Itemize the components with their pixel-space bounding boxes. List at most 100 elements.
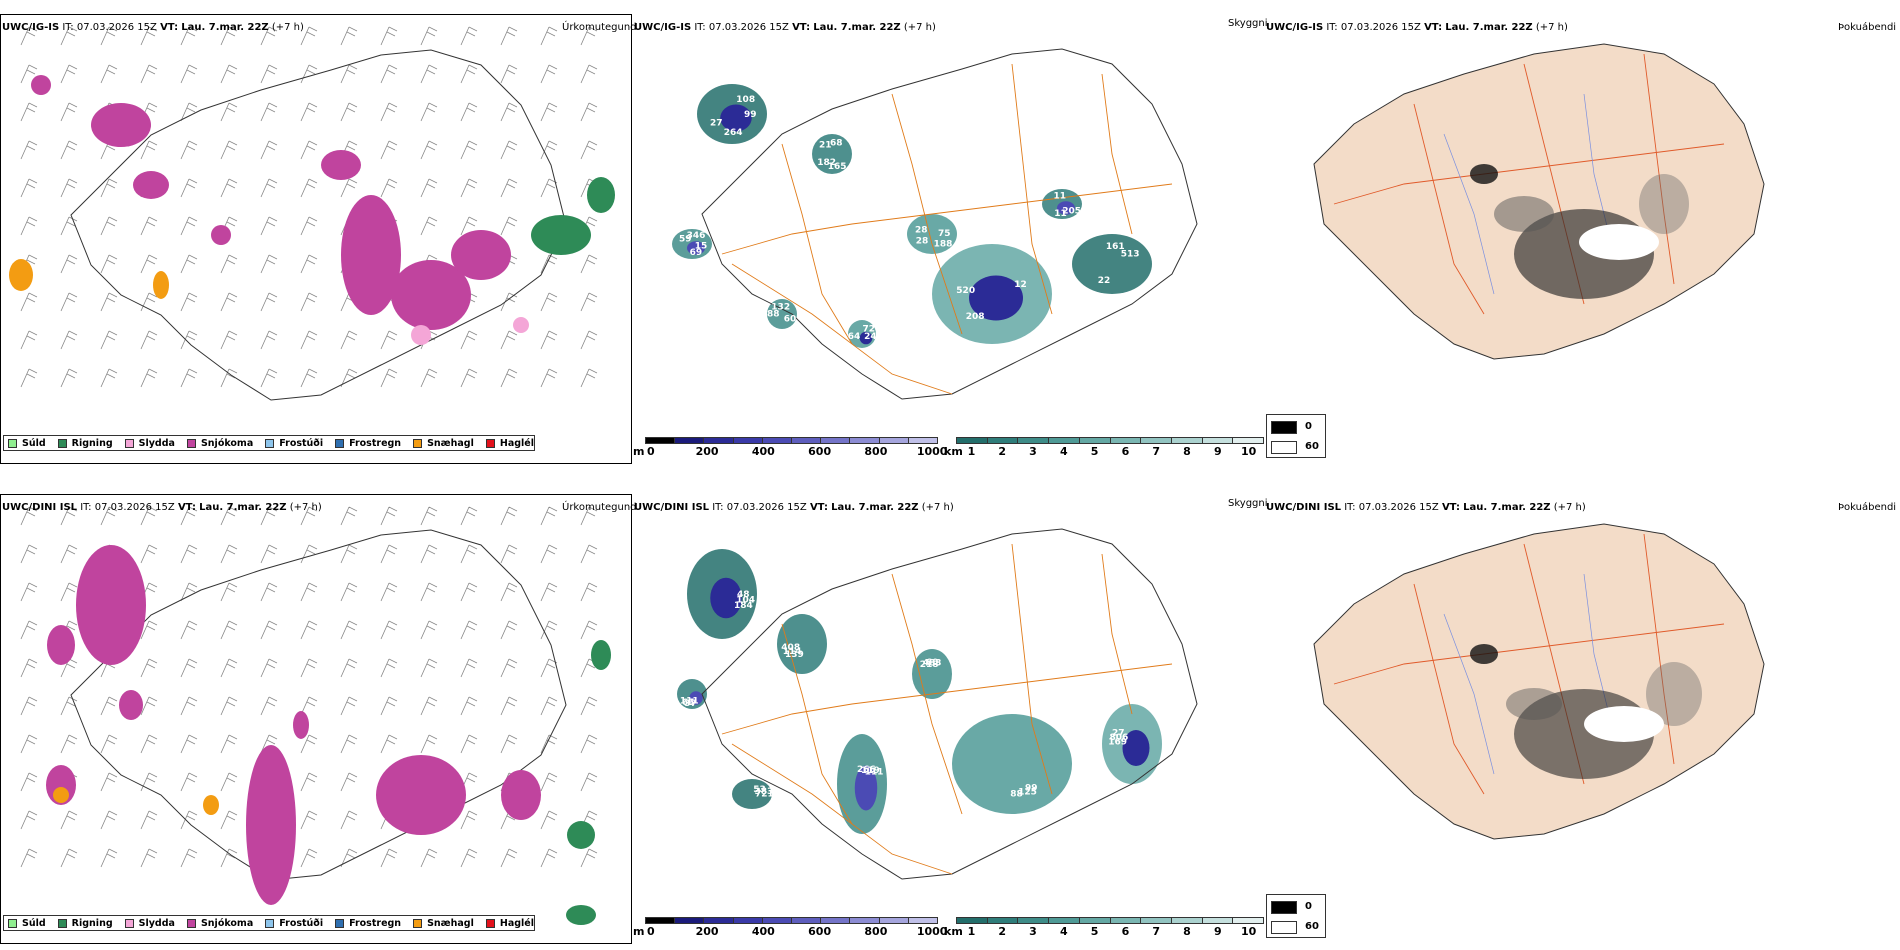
legend-swatch xyxy=(335,918,345,928)
colorbar-segment xyxy=(1049,438,1080,443)
wind-barb xyxy=(20,330,38,350)
legend-swatch xyxy=(186,918,196,928)
colorbar-tick: 600 xyxy=(808,925,832,938)
wind-barb xyxy=(300,658,318,678)
cloud-base-label: 161 xyxy=(1106,242,1125,252)
wind-barb xyxy=(460,368,478,388)
header-precip-bottom: UWC/DINI ISL IT: 07.03.2026 15Z VT: Lau.… xyxy=(2,502,322,514)
colorbar-tick: 800 xyxy=(864,925,888,938)
colorbar-tick: 200 xyxy=(695,445,719,458)
wind-barb xyxy=(580,102,598,122)
legend-swatch xyxy=(485,438,495,448)
wind-barb xyxy=(500,216,518,236)
legend-label: Slydda xyxy=(138,437,175,449)
legend-item: Súld xyxy=(8,438,46,449)
cloud-base-label: 53 xyxy=(753,785,766,795)
legend-label: Rigning xyxy=(71,437,113,449)
colorbar-unit: km xyxy=(944,445,963,458)
colorbar-tick: 3 xyxy=(1029,925,1037,938)
it-label: IT: xyxy=(80,502,92,513)
vt-value: Lau. 7.mar. 22Z xyxy=(181,22,269,33)
wind-barb xyxy=(460,544,478,564)
colorbar-tick: 200 xyxy=(695,925,719,938)
fog-legend-top: 0 60 xyxy=(1266,414,1326,458)
colorbar-segment xyxy=(1049,918,1080,923)
wind-barb xyxy=(420,26,438,46)
low-visibility-area xyxy=(777,614,827,674)
legend-item: Snjókoma xyxy=(186,437,254,449)
cloud-base-label: 28 xyxy=(916,236,929,246)
wind-barb xyxy=(460,140,478,160)
colorbar-segment xyxy=(908,438,938,443)
wind-barb xyxy=(460,848,478,868)
wind-barb xyxy=(140,544,158,564)
colorbar-segment xyxy=(1018,918,1050,923)
wind-barb xyxy=(220,292,238,312)
wind-barb xyxy=(300,254,318,274)
cloud-base-area xyxy=(859,331,873,345)
wind-barb xyxy=(340,810,358,830)
cloud-base-label: 132 xyxy=(771,302,790,312)
precip-area xyxy=(9,259,33,291)
wind-barb xyxy=(20,620,38,640)
precip-area xyxy=(531,215,591,255)
header-precip-top: UWC/IG-IS IT: 07.03.2026 15Z VT: Lau. 7.… xyxy=(2,22,304,34)
precip-area xyxy=(53,787,69,803)
cloud-base-label: 119 xyxy=(861,766,880,776)
wind-barb xyxy=(580,140,598,160)
wind-barb xyxy=(500,658,518,678)
cloud-base-label: 12 xyxy=(1014,280,1027,290)
colorbar-segment xyxy=(1202,438,1234,443)
wind-barb xyxy=(20,734,38,754)
legend-label: Snjókoma xyxy=(200,437,254,449)
wind-barb xyxy=(180,772,198,792)
wind-barb xyxy=(380,734,398,754)
wind-barb xyxy=(340,102,358,122)
legend-label: Snæhagl xyxy=(427,917,474,929)
wind-barb xyxy=(140,658,158,678)
header-fog-top: UWC/IG-IS IT: 07.03.2026 15Z VT: Lau. 7.… xyxy=(1266,22,1568,34)
low-visibility-area xyxy=(812,134,852,174)
iceland-map-visibility-bottom: 48 139 266 99 169 53 37 218 104 114 119 125 806 383 65… xyxy=(677,528,1198,880)
wind-barb xyxy=(60,696,78,716)
iceland-map-precip-bottom xyxy=(20,506,611,925)
wind-barb xyxy=(20,772,38,792)
wind-barb xyxy=(500,330,518,350)
cloud-base-label: 28 xyxy=(915,225,928,235)
wind-barb xyxy=(140,26,158,46)
cloud-base-label: 182 xyxy=(817,158,836,168)
panel-title-visibility-bottom: Skyggni xyxy=(1228,498,1268,509)
legend-swatch xyxy=(124,918,134,928)
wind-barb xyxy=(220,696,238,716)
wind-barb xyxy=(500,582,518,602)
wind-barb xyxy=(180,26,198,46)
cloud-base-label: 726 xyxy=(863,325,882,335)
cloud-base-label: 346 xyxy=(687,231,706,241)
wind-barb xyxy=(260,506,278,526)
lead-time: (+7 h) xyxy=(271,22,304,33)
wind-barb xyxy=(20,506,38,526)
legend-item: Slydda xyxy=(124,437,175,449)
low-visibility-area xyxy=(1072,234,1152,294)
wind-barb xyxy=(260,64,278,84)
wind-barb xyxy=(180,620,198,640)
wind-barb xyxy=(140,734,158,754)
wind-barb xyxy=(380,330,398,350)
cloud-base-label: 264 xyxy=(724,128,743,138)
colorbar-segment xyxy=(675,918,705,923)
precip-area xyxy=(119,690,143,720)
wind-barb xyxy=(260,620,278,640)
wind-barb xyxy=(460,658,478,678)
wind-barb xyxy=(500,544,518,564)
wind-barb xyxy=(260,330,278,350)
legend-label: Súld xyxy=(22,917,46,929)
wind-barb xyxy=(540,330,558,350)
wind-barb xyxy=(100,26,118,46)
colorbar-segment xyxy=(1202,918,1234,923)
wind-barb xyxy=(420,140,438,160)
cloud-base-label: 483 xyxy=(923,659,942,669)
wind-barb xyxy=(420,734,438,754)
it-value: 07.03.2026 15Z xyxy=(1340,22,1421,33)
vt-label: VT: xyxy=(792,22,811,33)
precip-area xyxy=(246,745,296,905)
